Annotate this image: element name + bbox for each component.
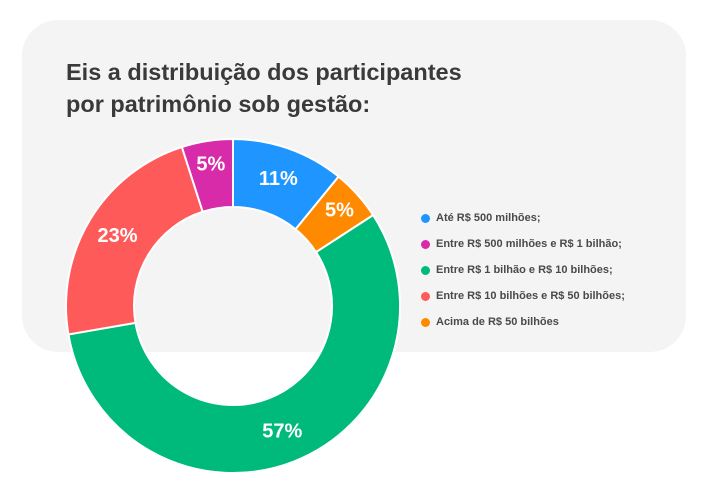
- donut-slice: [65, 145, 204, 336]
- donut-slice: [67, 213, 401, 474]
- legend-label: Entre R$ 500 milhões e R$ 1 bilhão;: [436, 238, 622, 250]
- slice-value-label: 5%: [325, 200, 354, 222]
- legend-item: Entre R$ 1 bilhão e R$ 10 bilhões;: [421, 257, 625, 283]
- legend-item: Entre R$ 500 milhões e R$ 1 bilhão;: [421, 231, 625, 257]
- legend-swatch: [421, 265, 430, 275]
- legend-swatch: [421, 291, 430, 301]
- donut-slice: [180, 137, 234, 214]
- legend-swatch: [421, 317, 430, 327]
- legend-item: Acima de R$ 50 bilhões: [421, 309, 625, 335]
- slice-value-label: 5%: [196, 154, 225, 176]
- slice-value-label: 23%: [97, 225, 137, 247]
- title-line-1: Eis a distribuição dos participantes: [66, 59, 462, 85]
- title-line-2: por patrimônio sob gestão:: [66, 91, 371, 117]
- slice-value-label: 11%: [259, 168, 298, 190]
- slice-value-label: 57%: [262, 421, 302, 443]
- chart-legend: Até R$ 500 milhões; Entre R$ 500 milhões…: [421, 205, 625, 335]
- legend-swatch: [421, 239, 430, 249]
- chart-title: Eis a distribuição dos participantes por…: [66, 56, 546, 120]
- legend-item: Até R$ 500 milhões;: [421, 205, 625, 231]
- legend-label: Entre R$ 1 bilhão e R$ 10 bilhões;: [436, 264, 613, 276]
- legend-label: Entre R$ 10 bilhões e R$ 50 bilhões;: [436, 290, 625, 302]
- legend-swatch: [421, 213, 430, 223]
- legend-item: Entre R$ 10 bilhões e R$ 50 bilhões;: [421, 283, 625, 309]
- legend-label: Até R$ 500 milhões;: [436, 212, 541, 224]
- legend-label: Acima de R$ 50 bilhões: [436, 316, 559, 328]
